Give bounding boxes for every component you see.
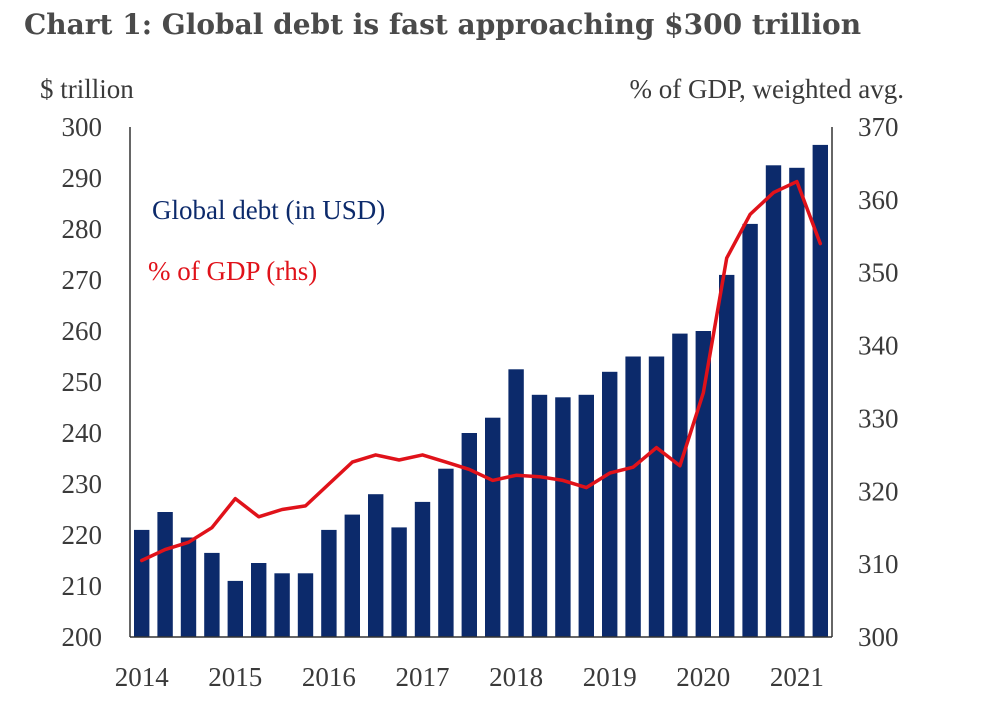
- debt-bar: [157, 512, 173, 637]
- axes-layer: [129, 127, 833, 638]
- left-y-tick-label: 260: [62, 316, 103, 346]
- bars-layer: [134, 144, 828, 638]
- debt-bar: [672, 333, 688, 637]
- debt-bar: [134, 529, 150, 637]
- right-y-tick-label: 300: [858, 622, 899, 652]
- debt-bar: [274, 573, 290, 638]
- right-y-tick-label: 360: [858, 185, 899, 215]
- debt-bar: [625, 356, 641, 637]
- debt-bar: [368, 494, 384, 637]
- percent-gdp-line: [139, 179, 823, 563]
- debt-bar: [180, 537, 197, 637]
- debt-bar: [204, 552, 220, 637]
- debt-bar: [812, 144, 828, 637]
- debt-bar: [719, 274, 735, 637]
- x-tick-label: 2014: [115, 662, 170, 692]
- debt-bar: [344, 514, 360, 637]
- x-tick-label: 2021: [770, 662, 824, 692]
- left-y-tick-label: 200: [62, 622, 103, 652]
- ticks-layer: 300 290 280 270 260 250 240 230 220 210 200 370 360 3…: [62, 112, 899, 692]
- x-tick-label: 2018: [489, 662, 543, 692]
- right-y-tick-label: 370: [858, 112, 899, 142]
- debt-bar: [438, 468, 454, 637]
- debt-bar: [578, 394, 594, 638]
- debt-bar: [321, 529, 337, 637]
- left-axis-unit-label: $ trillion: [40, 74, 134, 104]
- right-y-tick-label: 340: [858, 331, 899, 361]
- debt-bar: [391, 527, 407, 637]
- debt-bar: [297, 573, 314, 638]
- legend-percent-gdp: % of GDP (rhs): [148, 256, 317, 286]
- debt-bar: [695, 331, 711, 637]
- debt-bar: [531, 394, 548, 638]
- debt-bar: [648, 356, 665, 637]
- x-tick-label: 2015: [208, 662, 262, 692]
- right-y-tick-label: 320: [858, 476, 899, 506]
- debt-bar: [414, 501, 431, 637]
- line-layer: [139, 179, 823, 563]
- x-tick-label: 2016: [302, 662, 356, 692]
- right-y-tick-label: 330: [858, 403, 899, 433]
- left-y-tick-label: 220: [62, 520, 103, 550]
- debt-bar: [789, 167, 805, 638]
- chart-title: Chart 1: Global debt is fast approaching…: [24, 8, 862, 41]
- left-y-tick-label: 210: [62, 571, 103, 601]
- left-y-tick-label: 230: [62, 469, 103, 499]
- debt-bar: [555, 397, 571, 637]
- right-y-tick-label: 350: [858, 258, 899, 288]
- x-tick-label: 2019: [583, 662, 637, 692]
- debt-bar: [742, 223, 758, 637]
- debt-bar: [227, 580, 243, 637]
- x-tick-label: 2020: [676, 662, 730, 692]
- left-y-tick-label: 270: [62, 265, 103, 295]
- left-y-tick-label: 290: [62, 163, 103, 193]
- debt-bar: [765, 165, 782, 638]
- left-y-tick-label: 240: [62, 418, 103, 448]
- left-y-tick-label: 300: [62, 112, 103, 142]
- left-y-tick-label: 280: [62, 214, 103, 244]
- debt-bar: [461, 433, 477, 637]
- debt-bar: [251, 563, 267, 637]
- right-y-tick-label: 310: [858, 549, 899, 579]
- left-y-tick-label: 250: [62, 367, 103, 397]
- right-axis-unit-label: % of GDP, weighted avg.: [630, 74, 904, 104]
- legend: Global debt (in USD) % of GDP (rhs): [148, 195, 385, 286]
- legend-global-debt: Global debt (in USD): [152, 195, 385, 225]
- debt-bar: [602, 371, 618, 637]
- x-tick-label: 2017: [396, 662, 450, 692]
- debt-bar: [508, 369, 524, 638]
- debt-bar: [485, 417, 501, 637]
